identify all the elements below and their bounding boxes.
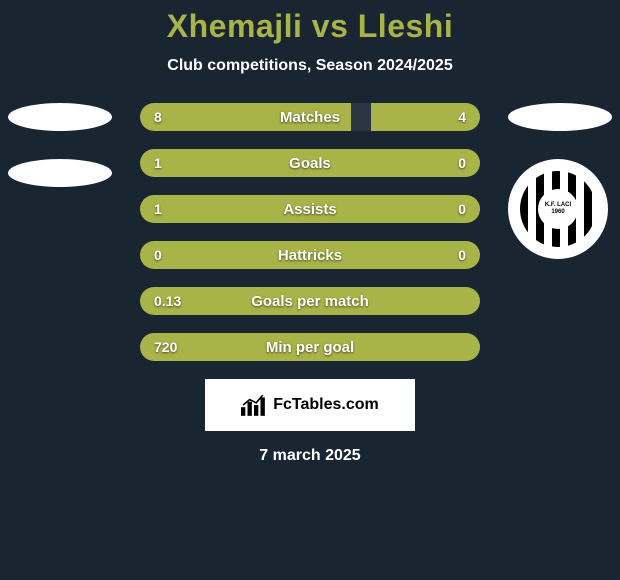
- stat-label: Min per goal: [140, 339, 480, 356]
- subtitle: Club competitions, Season 2024/2025: [0, 57, 620, 75]
- content-area: K.F. LACI 1960 84Matches 10Goals 10Assists…: [0, 103, 620, 465]
- date-label: 7 march 2025: [0, 447, 620, 465]
- chart-icon: [241, 394, 267, 416]
- page-title: Xhemajli vs Lleshi: [0, 8, 620, 45]
- stat-bar-row: 84Matches: [140, 103, 480, 131]
- stat-label: Hattricks: [140, 247, 480, 264]
- stat-bar-row: 10Goals: [140, 149, 480, 177]
- stat-bar-row: 720Min per goal: [140, 333, 480, 361]
- stat-bar-row: 0.13Goals per match: [140, 287, 480, 315]
- club-badge-placeholder: [508, 103, 612, 131]
- club-badge-laci-inner: K.F. LACI 1960: [520, 171, 596, 247]
- badges-left-column: [8, 103, 112, 187]
- watermark-text: FcTables.com: [273, 396, 379, 414]
- club-badge-placeholder: [8, 159, 112, 187]
- club-badge-placeholder: [8, 103, 112, 131]
- watermark: FcTables.com: [205, 379, 415, 431]
- stat-label: Assists: [140, 201, 480, 218]
- club-badge-laci-center: K.F. LACI 1960: [538, 189, 578, 229]
- club-badge-laci: K.F. LACI 1960: [508, 159, 608, 259]
- stat-label: Matches: [140, 109, 480, 126]
- club-badge-year: 1960: [551, 209, 564, 216]
- badges-right-column: K.F. LACI 1960: [508, 103, 612, 259]
- stat-label: Goals: [140, 155, 480, 172]
- stat-label: Goals per match: [140, 293, 480, 310]
- stat-bar-row: 00Hattricks: [140, 241, 480, 269]
- stats-bars: 84Matches 10Goals 10Assists 00Hattricks 0.13…: [140, 103, 480, 361]
- club-badge-name: K.F. LACI: [545, 202, 571, 209]
- stat-bar-row: 10Assists: [140, 195, 480, 223]
- comparison-container: Xhemajli vs Lleshi Club competitions, Se…: [0, 0, 620, 465]
